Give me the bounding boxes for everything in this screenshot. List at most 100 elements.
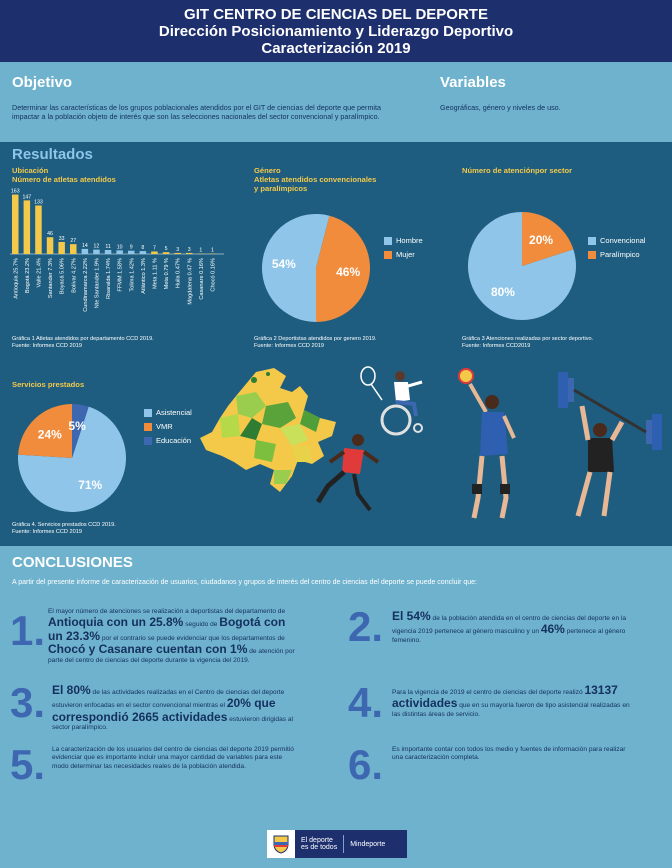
bar: [46, 237, 54, 254]
conclusion-5-number: 5.: [10, 741, 46, 788]
conclusion-5-text: La caracterización de los usuarios del c…: [52, 746, 294, 770]
conclusiones-intro: A partir del presente informe de caracte…: [12, 579, 478, 586]
weightlifter-illustration: [558, 372, 662, 517]
pie-slice: [316, 215, 370, 322]
sector-caption-1: Gráfica 3 Atenciones realizadas por sect…: [462, 336, 594, 342]
genero-caption-2: Fuente: Informes CCD 2019: [254, 343, 324, 349]
bar-category-label: Valle 21.4%: [36, 258, 42, 287]
legend-hombre: Hombre: [384, 236, 423, 245]
objective-section: [0, 62, 672, 142]
bar: [35, 205, 42, 254]
pie-slice: [262, 214, 330, 322]
bar: [58, 241, 65, 254]
bar-value-label: 12: [94, 244, 100, 250]
bar: [93, 249, 100, 254]
volleyball-player-illustration: [458, 368, 516, 519]
bar-value-label: 8: [141, 245, 144, 251]
conclusiones-title: CONCLUSIONES: [12, 554, 133, 571]
page-header: GIT CENTRO DE CIENCIAS DEL DEPORTE Direc…: [0, 0, 672, 62]
bar-value-label: 10: [117, 244, 123, 250]
bar-value-label: 3: [176, 247, 179, 253]
bar-value-label: 163: [11, 189, 20, 195]
bar-value-label: 5: [165, 246, 168, 252]
pie-slice-label: 80%: [491, 285, 515, 299]
colombia-shield-icon: [267, 830, 295, 858]
colombia-map-illustration: [200, 368, 336, 492]
legend-convencional: Convencional: [588, 236, 645, 245]
genero-label-2: Atletas atendidos convencionales: [254, 175, 377, 184]
pie-slice-label: 54%: [272, 257, 296, 271]
bar-category-label: Cundinamarca 2.22%: [83, 258, 89, 312]
bar: [151, 251, 158, 254]
sector-caption: Gráfica 3 Atenciones realizadas por sect…: [462, 336, 593, 350]
bar-category-label: Antioquia 25.7%: [13, 258, 19, 299]
pie-slice-label: 20%: [529, 233, 553, 247]
conclusion-6-text: Es importante contar con todos los medio…: [392, 746, 626, 762]
sector-label: Número de atenciónpor sector: [462, 166, 573, 175]
bar-value-label: 147: [23, 194, 32, 200]
bar-value-label: 33: [59, 236, 65, 242]
bar-category-label: Boyacá 5.06%: [60, 258, 66, 294]
bar-value-label: 3: [188, 247, 191, 253]
sector-caption-2: Fuente: Informes CCD2019: [462, 343, 531, 349]
conclusion-1-text: El mayor número de atenciones se realiza…: [48, 608, 295, 664]
bar-category-label: Tolima 1.42%: [129, 258, 135, 292]
pie-slice: [18, 404, 72, 458]
bar-category-label: Bolívar 4.27%: [71, 258, 77, 293]
genero-label: Género Atletas atendidos convencionales …: [254, 166, 376, 193]
pie-slice-label: 24%: [38, 427, 62, 441]
bar-category-label: Magdalena 0.47 %: [187, 258, 193, 305]
bar: [186, 252, 193, 254]
bar-value-label: 11: [105, 244, 110, 250]
bar-category-label: Meta 0.79 %: [164, 258, 170, 289]
genero-caption: Gráfica 2 Deportistas atendidos por gene…: [254, 336, 377, 350]
bar-value-label: 7: [153, 245, 156, 251]
bar: [12, 194, 19, 254]
pie-slice: [18, 406, 126, 512]
pie-slice: [72, 404, 89, 458]
servicios-label: Servicios prestados: [12, 380, 85, 389]
footer-slogan: El deporte es de todos: [301, 837, 338, 851]
bar-category-label: Casanare 0.16%: [199, 258, 205, 300]
conclusion-6-number: 6.: [348, 741, 384, 788]
header-year: Caracterización 2019: [261, 40, 411, 57]
variables-title: Variables: [440, 74, 506, 91]
bar: [23, 200, 31, 254]
conclusion-1-number: 1.: [10, 607, 46, 654]
bar-value-label: 46: [47, 231, 53, 237]
pie-chart-sector: 80% 20%: [468, 212, 576, 320]
bar: [174, 252, 181, 254]
bar-value-label: 133: [34, 199, 43, 205]
para-runner-illustration: [315, 434, 380, 512]
bar-value-label: 14: [82, 243, 88, 249]
bar: [139, 251, 147, 254]
footer-separator: [343, 835, 345, 853]
legend-paralimpico: Paralímpico: [588, 250, 640, 259]
footer-logo-badge: El deporte es de todos Mindeporte: [267, 830, 407, 858]
servicios-caption-2: Fuente: Informes CCD 2019: [12, 529, 82, 535]
pie-slice: [522, 212, 574, 266]
ubicacion-label-1: Ubicación: [12, 166, 49, 175]
servicios-caption: Gráfica 4. Servicios prestados CCD 2019.…: [12, 522, 116, 536]
pie-slice-label: 5%: [68, 419, 86, 433]
genero-label-3: y paralímpicos: [254, 184, 308, 193]
genero-label-1: Género: [254, 166, 281, 175]
bar-value-label: 1: [211, 248, 214, 254]
bar-category-label: Bogotá 23.2%: [25, 258, 31, 293]
objetivo-title: Objetivo: [12, 74, 73, 91]
bar-category-label: Atlántico 1.3%: [141, 258, 147, 294]
pie-chart-genero: 54% 46%: [262, 214, 370, 322]
objetivo-text: Determinar las características de los gr…: [12, 103, 382, 121]
variables-text: Geográficas, género y niveles de uso.: [440, 103, 561, 112]
bar-category-label: FFMM 1.58%: [118, 258, 124, 292]
conclusion-4-number: 4.: [348, 679, 384, 726]
header-title: GIT CENTRO DE CIENCIAS DEL DEPORTE: [184, 6, 488, 23]
bar-category-label: Meta 1.11 %: [152, 258, 158, 289]
servicios-caption-1: Gráfica 4. Servicios prestados CCD 2019.: [12, 522, 116, 528]
conclusions-section: [0, 546, 672, 868]
wheelchair-tennis-illustration: [360, 366, 423, 436]
bar-category-label: Nte Santander 1.9%: [94, 258, 100, 308]
bar-chart-caption: Gráfica 1 Atletas atendidos por departam…: [12, 336, 154, 350]
bar-category-label: Chocó 0.16%: [210, 258, 216, 292]
